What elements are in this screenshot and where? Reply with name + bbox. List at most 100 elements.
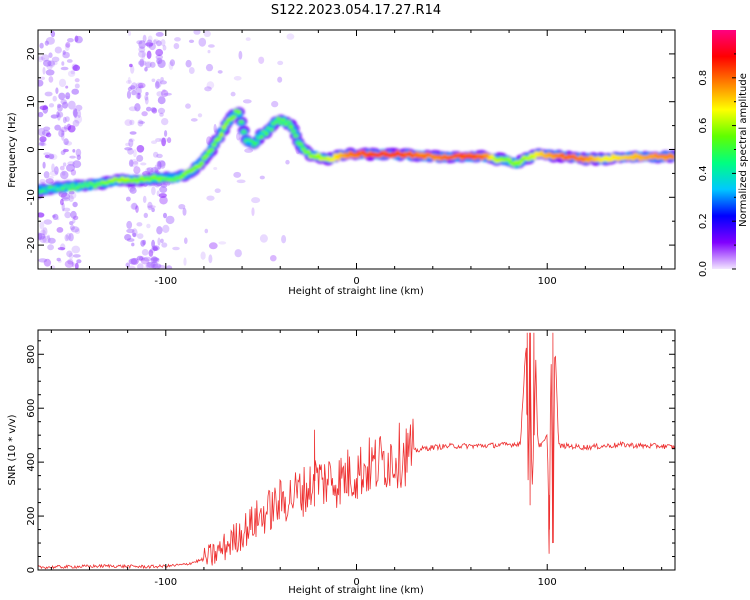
ridge-mark bbox=[639, 154, 642, 157]
snr-plot-area bbox=[38, 330, 675, 570]
noise-speckle bbox=[67, 70, 76, 77]
ridge-mark bbox=[547, 152, 551, 155]
noise-speckle bbox=[39, 136, 47, 143]
noise-speckle bbox=[137, 263, 144, 269]
noise-speckle bbox=[50, 114, 59, 119]
noise-speckle bbox=[72, 119, 80, 127]
noise-speckle bbox=[140, 162, 147, 166]
noise-speckle bbox=[38, 233, 46, 240]
ridge-mark bbox=[619, 157, 622, 161]
y-tick-label: 800 bbox=[26, 345, 37, 364]
ridge-mark bbox=[569, 155, 573, 159]
ridge-mark bbox=[383, 154, 387, 158]
noise-speckle bbox=[58, 92, 66, 101]
snr-line-layer bbox=[38, 332, 675, 570]
ridge-mark bbox=[73, 185, 77, 189]
noise-speckle bbox=[145, 167, 151, 175]
noise-speckle bbox=[76, 154, 82, 161]
ridge-mark bbox=[562, 153, 565, 156]
noise-speckle bbox=[39, 141, 45, 146]
noise-speckle bbox=[74, 114, 83, 124]
ridge-mark bbox=[381, 152, 384, 155]
ridge-mark bbox=[316, 156, 320, 159]
ridge-mark bbox=[554, 154, 558, 157]
ridge-mark bbox=[288, 124, 294, 130]
noise-speckle bbox=[166, 265, 173, 269]
ridge-mark bbox=[130, 179, 134, 182]
ridge-mark bbox=[252, 144, 256, 148]
noise-speckle bbox=[54, 46, 62, 54]
noise-speckle bbox=[150, 107, 157, 113]
ridge-mark bbox=[254, 139, 258, 143]
ridge-mark bbox=[140, 180, 144, 183]
noise-speckle bbox=[230, 91, 236, 97]
noise-speckle bbox=[200, 251, 206, 260]
ridge-mark bbox=[68, 186, 72, 189]
ridge-mark bbox=[158, 175, 161, 178]
ridge-mark bbox=[267, 128, 270, 131]
noise-speckle bbox=[62, 101, 69, 109]
noise-speckle bbox=[72, 254, 81, 258]
noise-speckle bbox=[62, 116, 67, 124]
noise-speckle bbox=[193, 30, 201, 35]
ridge-mark bbox=[54, 187, 57, 190]
noise-speckle bbox=[77, 110, 82, 118]
noise-speckle bbox=[205, 63, 214, 72]
noise-speckle bbox=[149, 61, 156, 68]
ridge-mark bbox=[344, 152, 347, 155]
noise-speckle bbox=[66, 123, 72, 131]
ridge-mark bbox=[463, 156, 466, 160]
noise-speckle bbox=[142, 34, 147, 43]
ridge-mark bbox=[366, 154, 370, 157]
spectrogram-ylabel: Frequency (Hz) bbox=[7, 112, 18, 188]
ridge-mark bbox=[443, 155, 446, 159]
x-tick-label: 100 bbox=[538, 577, 557, 588]
ridge-mark bbox=[577, 158, 580, 162]
noise-speckle bbox=[160, 77, 164, 82]
noise-speckle bbox=[126, 220, 133, 229]
noise-speckle bbox=[61, 197, 71, 202]
noise-speckle bbox=[68, 190, 75, 195]
snr-ylabel: SNR (10 * v/v) bbox=[7, 414, 18, 485]
noise-speckle bbox=[59, 165, 65, 171]
ridge-mark bbox=[398, 154, 402, 157]
ridge-mark bbox=[641, 155, 645, 158]
noise-speckle bbox=[144, 60, 153, 68]
ridge-mark bbox=[505, 158, 508, 161]
noise-speckle bbox=[49, 265, 56, 269]
noise-speckle bbox=[40, 138, 46, 147]
noise-speckle bbox=[39, 178, 46, 184]
colorbar-tick-label: 0.2 bbox=[698, 213, 709, 229]
noise-speckle bbox=[125, 196, 131, 202]
ridge-mark bbox=[403, 155, 407, 158]
ridge-mark bbox=[606, 156, 610, 159]
noise-speckle bbox=[72, 149, 76, 153]
noise-speckle bbox=[245, 37, 251, 41]
noise-speckle bbox=[140, 257, 150, 265]
ridge-mark bbox=[202, 157, 206, 160]
noise-speckle bbox=[74, 35, 83, 44]
noise-speckle bbox=[204, 228, 209, 234]
noise-speckle bbox=[152, 257, 160, 264]
ridge-mark bbox=[495, 157, 499, 161]
ridge-mark bbox=[125, 180, 129, 184]
noise-speckle bbox=[48, 76, 54, 83]
spectrogram-plot-area bbox=[38, 30, 675, 269]
noise-speckle bbox=[135, 205, 139, 213]
noise-speckle bbox=[126, 228, 135, 234]
ridge-mark bbox=[658, 154, 662, 157]
noise-speckle bbox=[67, 125, 76, 133]
ridge-mark bbox=[507, 161, 511, 164]
ridge-mark bbox=[517, 161, 521, 165]
ridge-mark bbox=[492, 157, 496, 160]
noise-speckle bbox=[61, 192, 70, 200]
ridge-mark bbox=[324, 156, 327, 159]
ridge-mark bbox=[269, 126, 273, 129]
noise-speckle bbox=[71, 245, 81, 254]
ridge-mark bbox=[651, 157, 655, 160]
noise-speckle bbox=[136, 145, 145, 153]
noise-speckle bbox=[153, 151, 159, 158]
noise-speckle bbox=[55, 87, 59, 94]
y-tick-label: 0 bbox=[26, 567, 37, 573]
